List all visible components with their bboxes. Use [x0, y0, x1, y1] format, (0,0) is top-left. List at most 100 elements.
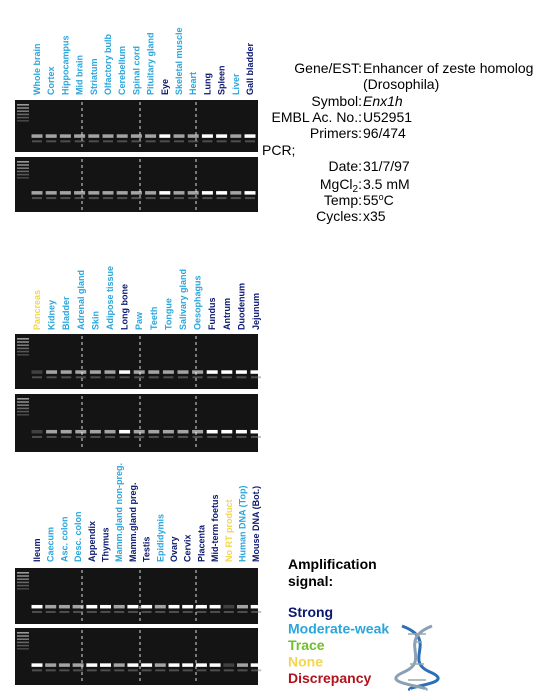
- band: [102, 134, 114, 138]
- ladder-band: [17, 414, 29, 416]
- primer-band: [178, 376, 188, 379]
- band: [72, 604, 84, 609]
- lane-label: Antrum: [222, 298, 232, 330]
- gel-background: [15, 157, 258, 212]
- ladder-band: [17, 354, 29, 356]
- band: [58, 604, 70, 609]
- primer-band: [163, 376, 174, 379]
- gel: [15, 334, 262, 389]
- lane-label: Paw: [134, 311, 144, 330]
- band: [223, 663, 235, 667]
- info-value: x35: [363, 208, 386, 224]
- ladder-band: [17, 164, 29, 166]
- lane-label: Lung: [202, 73, 212, 95]
- primer-band: [155, 610, 166, 613]
- band: [250, 663, 262, 667]
- band: [209, 604, 221, 609]
- primer-band: [32, 140, 42, 143]
- primer-band: [163, 435, 174, 438]
- lane-label: Liver: [231, 73, 241, 95]
- lane-label: Jejunum: [251, 293, 261, 330]
- primer-band: [46, 435, 57, 438]
- band: [216, 134, 228, 138]
- primer-band: [131, 197, 142, 200]
- lane-label: Mamm.gland preg.: [128, 482, 138, 562]
- primer-band: [134, 376, 145, 379]
- lane-label: Gall bladder: [245, 42, 255, 95]
- ladder-band: [17, 107, 29, 109]
- primer-band: [103, 197, 113, 200]
- ladder-band: [17, 572, 29, 574]
- primer-band: [59, 669, 70, 672]
- band: [159, 134, 171, 138]
- primer-band: [196, 610, 207, 613]
- band: [235, 370, 247, 374]
- band: [46, 429, 58, 434]
- band: [127, 663, 139, 667]
- band: [187, 191, 199, 195]
- primer-band: [230, 140, 241, 143]
- primer-band: [145, 197, 156, 200]
- legend-item: Trace: [288, 637, 325, 653]
- band: [113, 663, 125, 667]
- primer-band: [103, 140, 113, 143]
- lane-label: No RT product: [224, 500, 234, 563]
- gel-background: [15, 334, 258, 389]
- primer-band: [46, 197, 57, 200]
- ladder-band: [17, 350, 29, 353]
- ladder-band: [17, 110, 29, 112]
- primer-band: [223, 610, 234, 613]
- primer-band: [61, 376, 72, 379]
- lane-label: Long bone: [120, 284, 130, 330]
- band: [127, 604, 139, 609]
- ladder-band: [17, 578, 29, 580]
- ladder-band: [17, 581, 29, 584]
- gel-background: [15, 394, 258, 452]
- lane-label: Heart: [188, 72, 198, 95]
- ladder-band: [17, 344, 29, 346]
- info-label: Date:: [329, 158, 362, 174]
- lane-label: Tongue: [163, 298, 173, 330]
- band: [31, 429, 43, 434]
- primer-band: [74, 140, 85, 143]
- band: [119, 370, 131, 374]
- info-label: Symbol:: [311, 93, 362, 109]
- primer-band: [86, 669, 97, 672]
- info-value: 55oC: [363, 192, 394, 208]
- primer-band: [127, 610, 138, 613]
- band: [177, 370, 189, 374]
- primer-band: [188, 140, 199, 143]
- band: [104, 429, 116, 434]
- primer-band: [155, 669, 166, 672]
- primer-band: [210, 669, 221, 672]
- info-value: 3.5 mM: [363, 176, 410, 192]
- primer-band: [245, 197, 255, 200]
- ladder-band: [17, 632, 29, 634]
- band: [113, 604, 125, 609]
- helix-strand: [394, 624, 433, 691]
- lane-label: Striatum: [89, 58, 99, 95]
- primer-band: [141, 610, 152, 613]
- ladder-band: [17, 347, 29, 350]
- primer-band: [61, 435, 72, 438]
- band: [162, 370, 174, 374]
- lane-label: Appendix: [87, 521, 97, 562]
- primer-band: [105, 376, 115, 379]
- primer-band: [159, 197, 170, 200]
- lane-label: Human DNA (Top): [238, 486, 248, 563]
- band: [201, 191, 213, 195]
- band: [201, 134, 213, 138]
- band: [60, 429, 72, 434]
- band: [221, 370, 233, 374]
- primer-band: [196, 669, 207, 672]
- band: [195, 663, 207, 667]
- primer-band: [182, 669, 193, 672]
- info-value: U52951: [363, 109, 412, 125]
- primer-band: [86, 610, 97, 613]
- ladder-band: [17, 575, 29, 577]
- info-label: Cycles:: [316, 208, 362, 224]
- primer-band: [75, 376, 86, 379]
- ladder-band: [17, 401, 29, 403]
- band: [250, 370, 262, 374]
